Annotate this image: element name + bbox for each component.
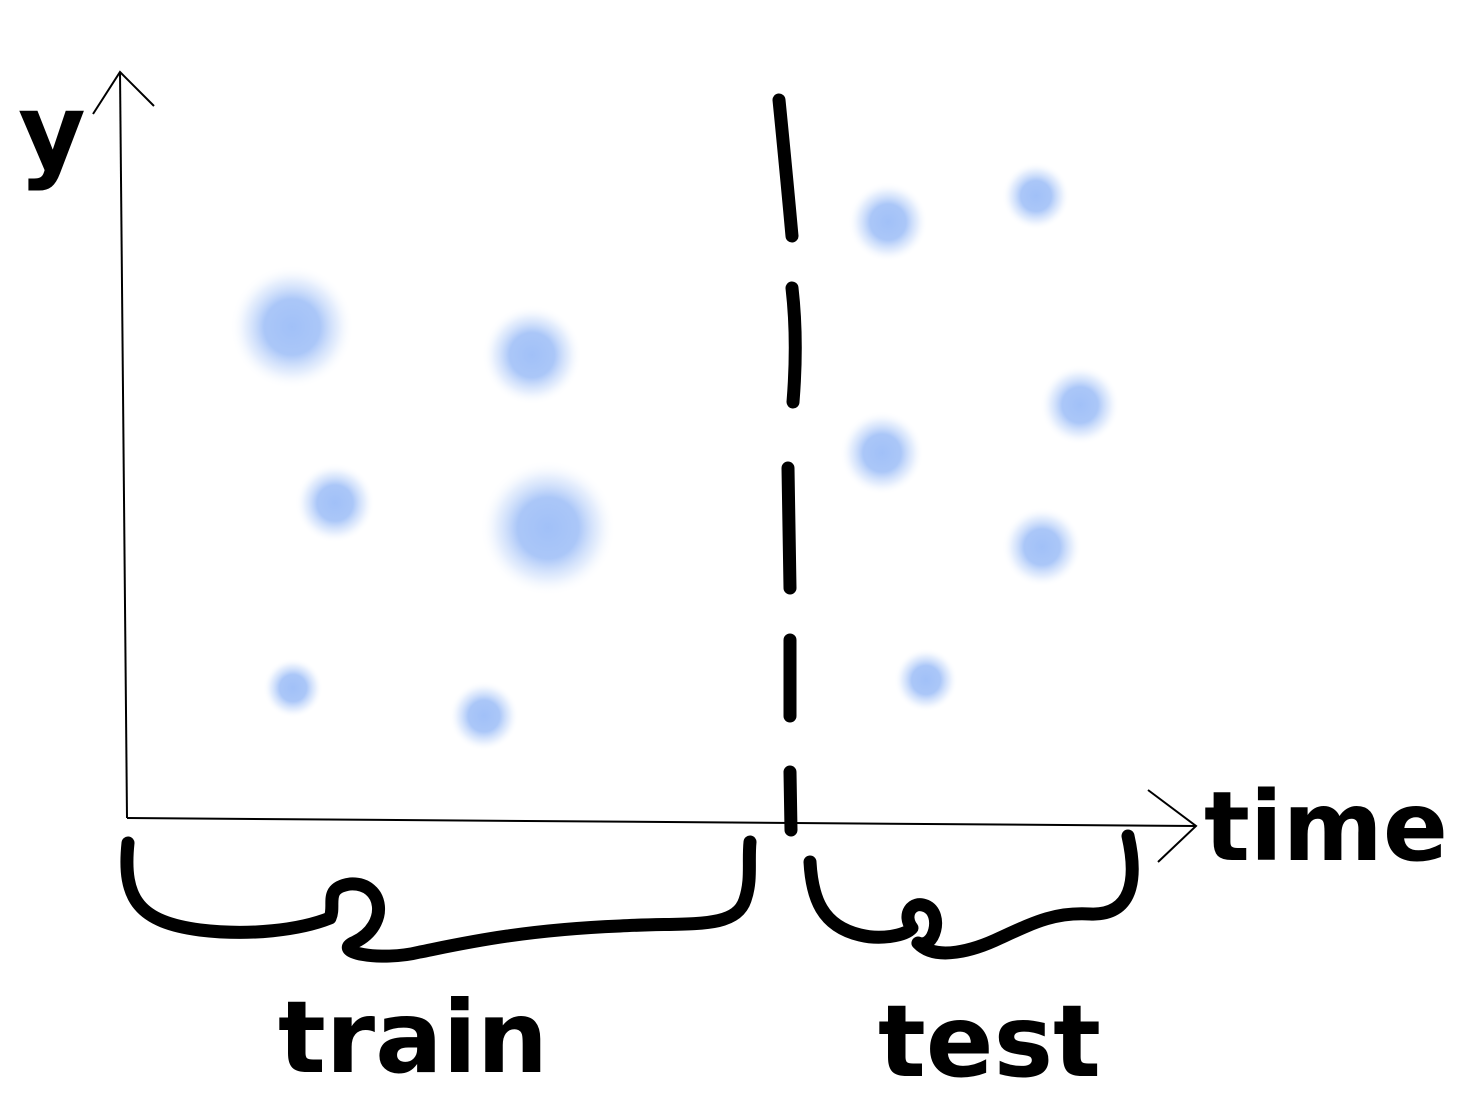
data-point — [1002, 162, 1070, 230]
split-divider-line — [772, 93, 802, 837]
data-point — [482, 305, 582, 405]
data-point — [480, 460, 616, 596]
test-label: test — [878, 983, 1101, 1100]
train-label: train — [278, 979, 548, 1096]
x-axis-arrowhead — [1147, 789, 1198, 863]
train-brace — [120, 835, 757, 963]
split-dash — [772, 93, 799, 243]
data-point — [848, 182, 928, 262]
data-point — [449, 681, 519, 751]
y-axis — [92, 70, 155, 819]
split-dash — [785, 281, 802, 409]
data-point — [263, 658, 323, 718]
split-dash — [781, 461, 797, 595]
data-point — [295, 463, 375, 543]
x-axis-line — [126, 817, 1197, 827]
y-axis-line — [119, 71, 128, 819]
data-point — [840, 411, 924, 495]
x-axis — [126, 789, 1198, 863]
y-axis-arrowhead — [92, 70, 155, 115]
split-dash — [783, 765, 798, 837]
test-brace — [803, 829, 1139, 960]
data-point — [1002, 507, 1082, 587]
y-axis-label: y — [18, 71, 86, 193]
data-point — [894, 648, 958, 712]
data-point — [1040, 365, 1120, 445]
test-points — [840, 162, 1120, 712]
data-point — [230, 265, 354, 389]
x-axis-label: time — [1204, 771, 1448, 883]
train-points — [230, 265, 616, 751]
